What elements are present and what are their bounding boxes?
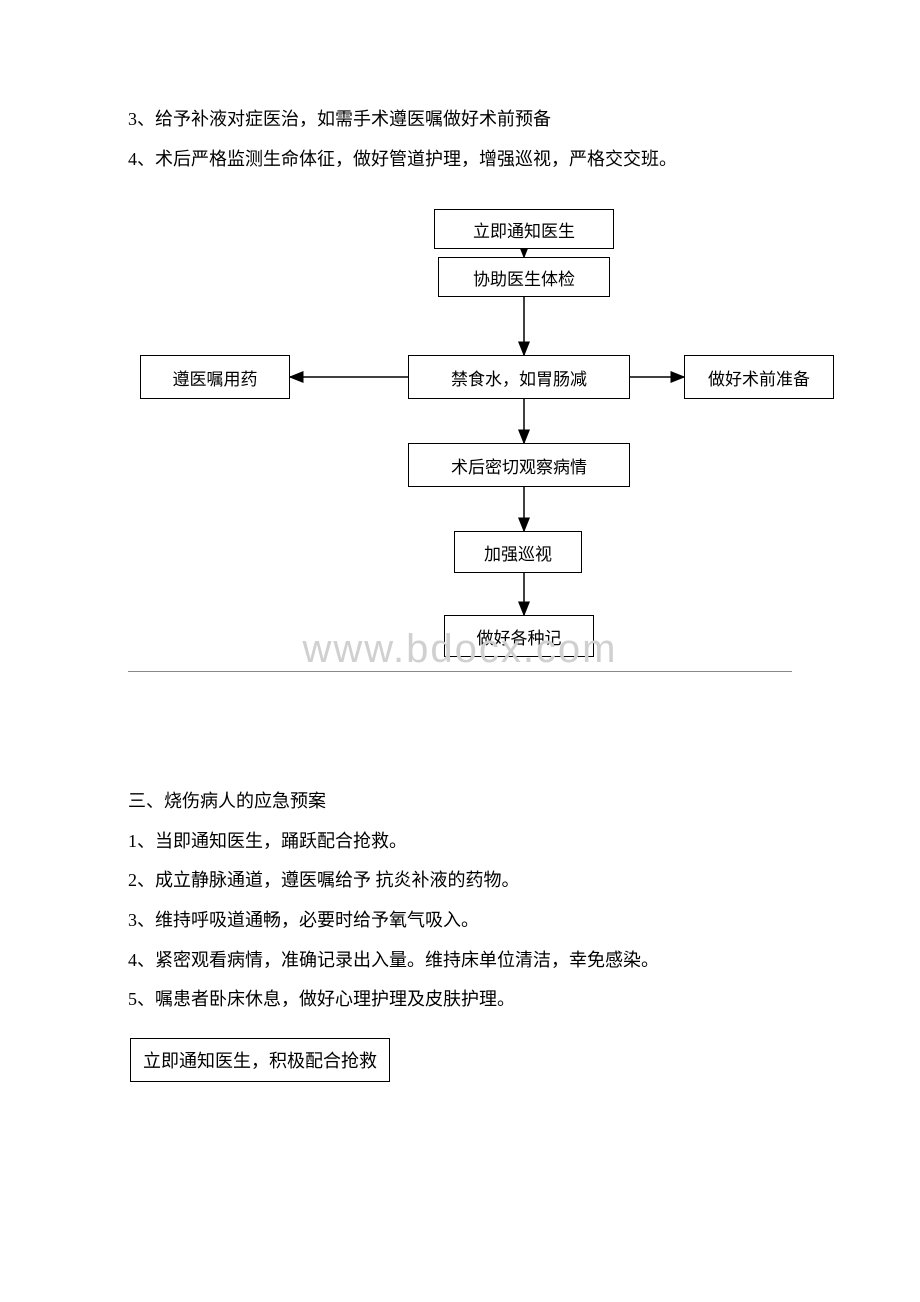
flow-node-n3: 禁食水，如胃肠减 bbox=[408, 355, 630, 399]
flow-node-n1: 立即通知医生 bbox=[434, 209, 614, 249]
section-three: 三、烧伤病人的应急预案 1、当即通知医生，踊跃配合抢救。 2、成立静脉通道，遵医… bbox=[128, 782, 792, 1082]
section-item-1: 1、当即通知医生，踊跃配合抢救。 bbox=[128, 822, 792, 862]
watermark-text: www.bdocx.com bbox=[303, 627, 618, 672]
bottom-flow-box: 立即通知医生，积极配合抢救 bbox=[130, 1038, 390, 1082]
paragraph-line-3: 3、给予补液对症医治，如需手术遵医嘱做好术前预备 bbox=[128, 100, 792, 140]
flow-node-n2: 协助医生体检 bbox=[438, 257, 610, 297]
section-item-2: 2、成立静脉通道，遵医嘱给予 抗炎补液的药物。 bbox=[128, 861, 792, 901]
section-item-3: 3、维持呼吸道通畅，必要时给予氧气吸入。 bbox=[128, 901, 792, 941]
section-item-4: 4、紧密观看病情，准确记录出入量。维持床单位清洁，幸免感染。 bbox=[128, 941, 792, 981]
flow-node-n6: 术后密切观察病情 bbox=[408, 443, 630, 487]
flow-node-n5: 做好术前准备 bbox=[684, 355, 834, 399]
paragraph-line-4: 4、术后严格监测生命体征，做好管道护理，增强巡视，严格交交班。 bbox=[128, 140, 792, 180]
flowchart-container: 立即通知医生协助医生体检禁食水，如胃肠减遵医嘱用药做好术前准备术后密切观察病情加… bbox=[128, 209, 792, 689]
flow-node-n7: 加强巡视 bbox=[454, 531, 582, 573]
flow-node-n4: 遵医嘱用药 bbox=[140, 355, 290, 399]
section-title: 三、烧伤病人的应急预案 bbox=[128, 782, 792, 822]
section-item-5: 5、嘱患者卧床休息，做好心理护理及皮肤护理。 bbox=[128, 980, 792, 1020]
